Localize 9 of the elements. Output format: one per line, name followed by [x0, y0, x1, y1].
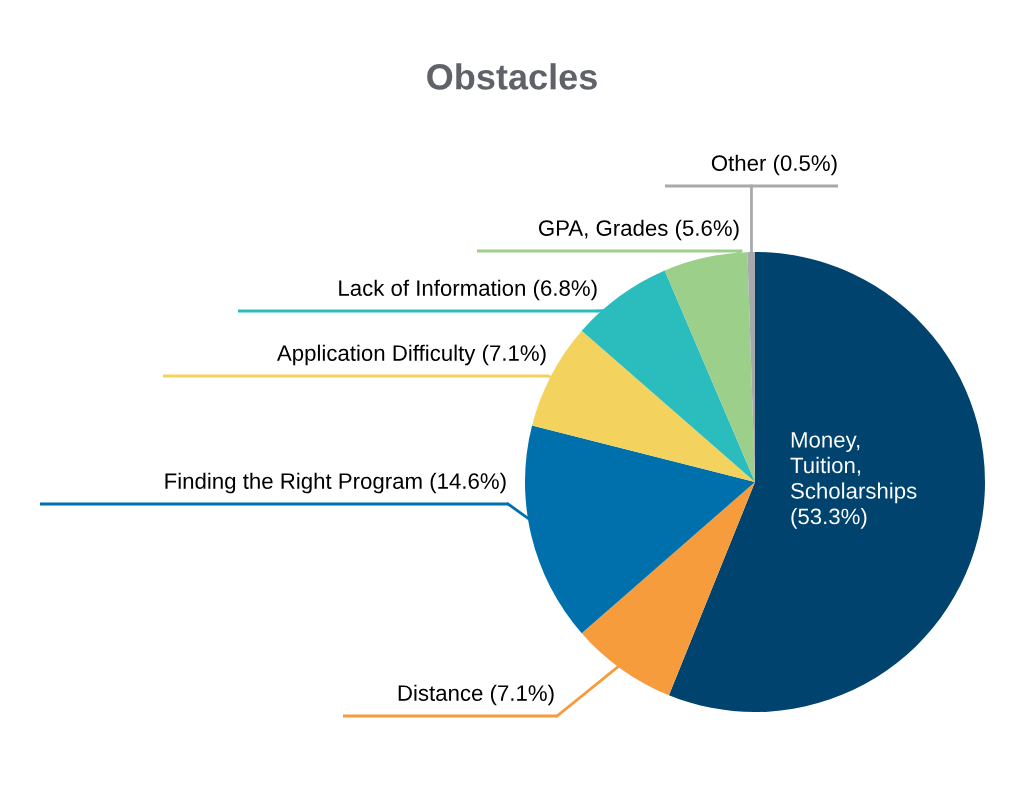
data-label: (53.3%): [791, 507, 867, 529]
slice-label: Finding the Right Program (14.6%): [165, 472, 506, 494]
slice-label: Lack of Information (6.8%): [339, 279, 597, 301]
slice-label: Other (0.5%): [711, 154, 837, 176]
slice-label: GPA, Grades (5.6%): [538, 219, 739, 241]
slice-label: Distance (7.1%): [398, 684, 554, 706]
chart-title: Obstacles: [427, 63, 597, 90]
slice-label: Application Difficulty (7.1%): [276, 344, 546, 366]
slice-label: Money, Tuition, Scholarships: [790, 432, 917, 504]
